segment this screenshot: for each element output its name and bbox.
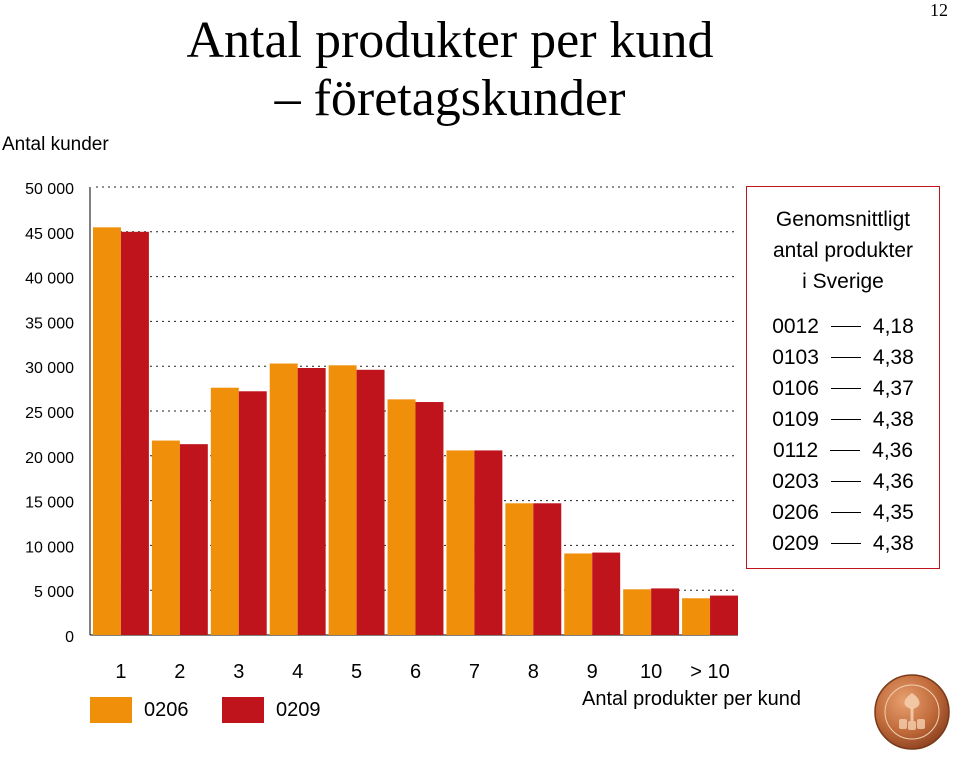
legend-swatch-0209 bbox=[222, 697, 264, 723]
bar-0209 bbox=[533, 503, 562, 635]
bar-0209 bbox=[238, 391, 267, 635]
title-line-2: – företagskunder bbox=[274, 70, 626, 127]
bar-0209 bbox=[415, 402, 444, 635]
info-row: 0106 4,37 bbox=[747, 373, 939, 404]
bar-0206 bbox=[564, 553, 593, 635]
info-row-period: 0112 bbox=[772, 438, 819, 462]
x-axis-label: Antal produkter per kund bbox=[582, 688, 802, 710]
bar-0209 bbox=[356, 369, 385, 635]
x-tick-label: 4 bbox=[292, 661, 303, 683]
average-products-box: Genomsnittligt antal produkter i Sverige… bbox=[746, 186, 940, 569]
dash-separator bbox=[830, 449, 861, 452]
y-tick-label: 30 000 bbox=[25, 360, 74, 377]
x-tick-label: 9 bbox=[587, 661, 598, 683]
info-row: 0109 4,38 bbox=[747, 404, 939, 435]
info-row: 0103 4,38 bbox=[747, 342, 939, 373]
x-tick-label: 2 bbox=[174, 661, 185, 683]
info-title-line: i Sverige bbox=[802, 270, 884, 293]
bar-0209 bbox=[179, 444, 208, 635]
bar-0206 bbox=[151, 440, 180, 635]
y-axis-label: Antal kunder bbox=[2, 134, 109, 155]
y-tick-label: 40 000 bbox=[25, 271, 74, 288]
y-tick-label: 50 000 bbox=[25, 181, 74, 198]
info-row-period: 0106 bbox=[772, 376, 819, 400]
bar-0206 bbox=[446, 450, 475, 635]
dash-separator bbox=[830, 356, 861, 359]
bar-0209 bbox=[474, 450, 503, 635]
info-row-value: 4,38 bbox=[872, 407, 914, 431]
info-title-line: Genomsnittligt bbox=[775, 208, 911, 231]
dash-separator bbox=[830, 325, 861, 328]
bar-0206 bbox=[328, 365, 357, 635]
y-tick-label: 45 000 bbox=[25, 226, 74, 243]
info-box-rows: 0012 4,18 0103 4,38 0106 4,37 0109 4,38 0112 4,36… bbox=[747, 311, 939, 559]
info-row-period: 0103 bbox=[772, 345, 819, 369]
info-row: 0012 4,18 bbox=[747, 311, 939, 342]
bar-0206 bbox=[623, 589, 652, 635]
info-row: 0112 4,36 bbox=[747, 435, 939, 466]
info-row-period: 0203 bbox=[772, 469, 819, 493]
info-row-value: 4,38 bbox=[872, 531, 914, 555]
info-row-period: 0109 bbox=[772, 407, 819, 431]
y-tick-label: 0 bbox=[65, 629, 74, 646]
x-tick-label: 1 bbox=[115, 661, 126, 683]
bar-0209 bbox=[120, 231, 149, 636]
info-row: 0209 4,38 bbox=[747, 528, 939, 559]
legend-swatch-0206 bbox=[90, 697, 132, 723]
y-tick-label: 35 000 bbox=[25, 315, 74, 332]
info-row-value: 4,38 bbox=[872, 345, 914, 369]
dash-separator bbox=[830, 511, 861, 514]
info-row: 0203 4,36 bbox=[747, 466, 939, 497]
info-row-value: 4,36 bbox=[872, 469, 914, 493]
bar-0209 bbox=[592, 552, 621, 635]
x-tick-label: 10 bbox=[640, 661, 662, 683]
info-row-period: 0012 bbox=[772, 314, 819, 338]
info-title-line: antal produkter bbox=[772, 239, 914, 262]
dash-separator bbox=[830, 387, 861, 390]
info-row: 0206 4,35 bbox=[747, 497, 939, 528]
bar-0206 bbox=[387, 399, 416, 635]
legend-label-0206: 0206 bbox=[144, 698, 189, 721]
info-row-period: 0209 bbox=[772, 531, 819, 555]
x-tick-label: > 10 bbox=[690, 661, 729, 683]
x-tick-label: 8 bbox=[528, 661, 539, 683]
y-tick-label: 20 000 bbox=[25, 450, 74, 467]
y-tick-label: 25 000 bbox=[25, 405, 74, 422]
x-tick-label: 7 bbox=[469, 661, 480, 683]
bar-0206 bbox=[269, 363, 298, 635]
dash-separator bbox=[830, 542, 861, 545]
legend-item-0206: 0206 bbox=[90, 696, 189, 724]
bar-0209 bbox=[651, 588, 680, 635]
title-line-1: Antal produkter per kund bbox=[186, 12, 714, 69]
legend-label-0209: 0209 bbox=[276, 698, 321, 721]
bar-0206 bbox=[505, 503, 534, 635]
bar-0206 bbox=[93, 227, 121, 635]
x-tick-label: 3 bbox=[233, 661, 244, 683]
legend-item-0209: 0209 bbox=[222, 696, 321, 724]
info-row-value: 4,35 bbox=[872, 500, 914, 524]
y-tick-label: 5 000 bbox=[34, 584, 74, 601]
info-box-title: Genomsnittligt antal produkter i Sverige bbox=[747, 204, 939, 297]
dash-separator bbox=[830, 418, 861, 421]
bar-0206 bbox=[210, 387, 239, 635]
bank-seal-icon bbox=[874, 674, 950, 750]
y-tick-label: 10 000 bbox=[25, 539, 74, 556]
x-tick-label: 5 bbox=[351, 661, 362, 683]
y-tick-label: 15 000 bbox=[25, 495, 74, 512]
x-tick-label: 6 bbox=[410, 661, 421, 683]
info-row-value: 4,37 bbox=[872, 376, 914, 400]
bar-0209 bbox=[710, 595, 738, 635]
info-row-value: 4,36 bbox=[872, 438, 914, 462]
dash-separator bbox=[830, 480, 861, 483]
bar-0209 bbox=[297, 367, 326, 635]
page-number: 12 bbox=[930, 0, 948, 20]
bar-0206 bbox=[682, 598, 711, 635]
info-row-value: 4,18 bbox=[872, 314, 914, 338]
page-title: Antal produkter per kund – företagskunde… bbox=[100, 12, 800, 128]
info-row-period: 0206 bbox=[772, 500, 819, 524]
